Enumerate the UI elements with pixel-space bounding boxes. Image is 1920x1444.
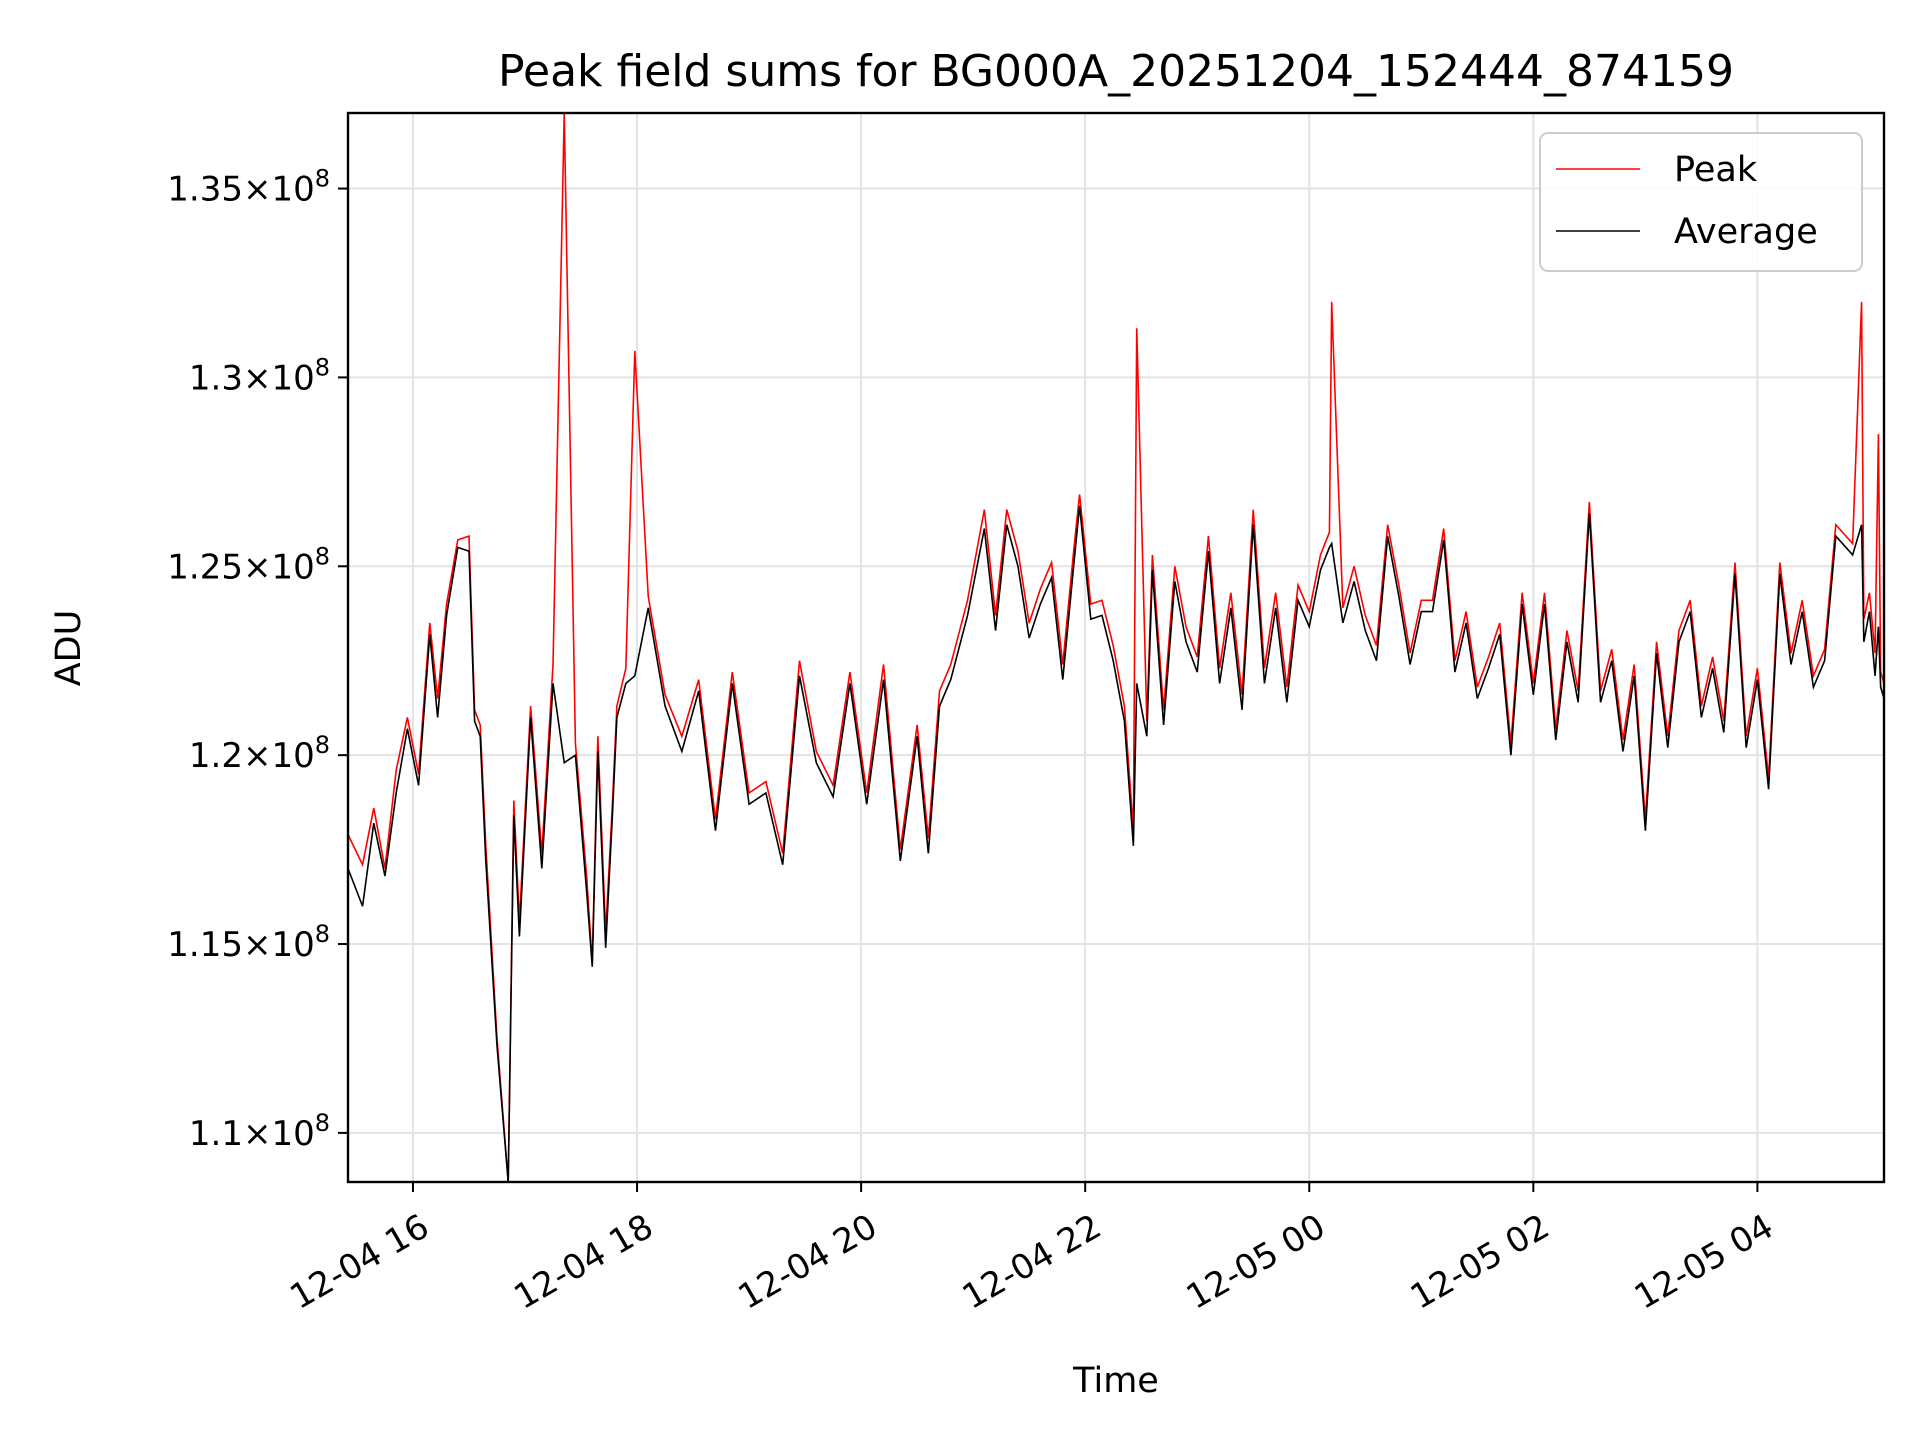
y-tick-label: 1.35×108 <box>167 165 330 210</box>
series-line-peak <box>348 113 1884 1182</box>
legend-label-peak: Peak <box>1674 150 1758 190</box>
y-tick-label-exp: 8 <box>315 542 330 570</box>
y-tick-label: 1.3×108 <box>189 353 330 398</box>
y-tick-label: 1.15×108 <box>167 920 330 965</box>
y-axis-ticks: 1.1×1081.15×1081.2×1081.25×1081.3×1081.3… <box>167 165 348 1154</box>
y-tick-label-base: 10 <box>271 925 314 965</box>
legend-box <box>1539 132 1863 272</box>
y-tick-label-times: × <box>243 736 272 776</box>
chart-title: Peak field sums for BG000A_20251204_1524… <box>498 46 1734 97</box>
y-tick-label-times: × <box>243 547 272 587</box>
series-line-average <box>348 505 1884 1182</box>
grid-lines <box>348 113 1884 1182</box>
y-tick-label-mantissa: 1.2 <box>189 736 243 776</box>
y-tick-label-mantissa: 1.15 <box>167 925 243 965</box>
y-tick-label-mantissa: 1.35 <box>167 170 243 210</box>
y-tick-label: 1.2×108 <box>189 731 330 776</box>
y-tick-label-times: × <box>243 170 272 210</box>
y-tick-label-base: 10 <box>271 170 314 210</box>
plot-series <box>348 113 1884 1182</box>
y-tick-label-times: × <box>243 1114 272 1154</box>
plot-frame <box>346 111 1886 1184</box>
y-tick-label-times: × <box>243 358 272 398</box>
x-axis-label: Time <box>1072 1361 1159 1401</box>
y-tick-label: 1.25×108 <box>167 542 330 587</box>
y-tick-label-exp: 8 <box>315 165 330 193</box>
y-tick-label-mantissa: 1.25 <box>167 547 243 587</box>
y-tick-label-base: 10 <box>271 358 314 398</box>
y-axis-label: ADU <box>49 610 89 687</box>
legend: Peak Average <box>1539 132 1863 272</box>
legend-label-average: Average <box>1674 212 1818 252</box>
y-tick-label: 1.1×108 <box>189 1109 330 1154</box>
y-tick-label-base: 10 <box>271 547 314 587</box>
y-tick-label-exp: 8 <box>315 920 330 948</box>
y-tick-label-mantissa: 1.1 <box>189 1114 243 1154</box>
y-tick-label-mantissa: 1.3 <box>189 358 243 398</box>
y-tick-label-exp: 8 <box>315 731 330 759</box>
y-tick-label-base: 10 <box>271 1114 314 1154</box>
y-tick-label-exp: 8 <box>315 353 330 381</box>
y-tick-label-base: 10 <box>271 736 314 776</box>
y-tick-label-exp: 8 <box>315 1109 330 1137</box>
y-tick-label-times: × <box>243 925 272 965</box>
